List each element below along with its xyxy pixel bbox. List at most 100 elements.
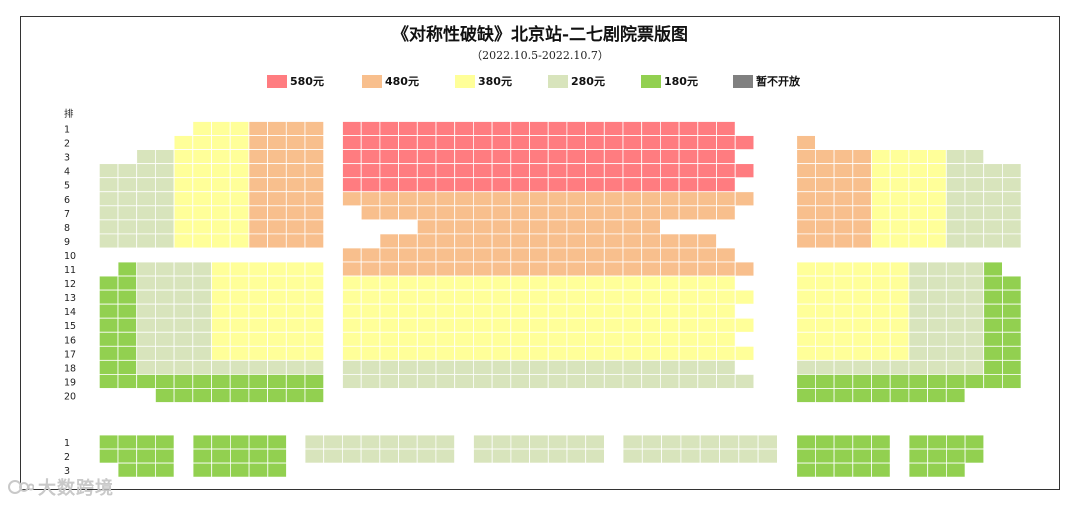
seat	[547, 233, 568, 249]
seat	[379, 163, 399, 179]
seat	[815, 149, 835, 165]
seat	[510, 317, 530, 333]
seat	[889, 163, 910, 179]
seat	[622, 261, 643, 277]
seat	[136, 359, 156, 375]
seat	[98, 345, 119, 361]
balcony-seat	[117, 434, 138, 450]
seat	[641, 205, 661, 221]
seat	[796, 373, 816, 389]
seat	[983, 205, 1003, 221]
seat	[889, 331, 910, 347]
balcony-seat	[641, 434, 662, 450]
seat	[98, 373, 119, 389]
seat	[678, 373, 699, 389]
row-number-label: 6	[64, 195, 70, 206]
seat	[267, 205, 287, 221]
seat	[211, 177, 231, 193]
seat	[1002, 191, 1022, 207]
seat	[154, 359, 175, 375]
seat	[871, 331, 891, 347]
legend-swatch	[267, 74, 287, 88]
seat	[304, 289, 325, 305]
seat	[1002, 289, 1022, 305]
seat	[585, 121, 605, 136]
seat	[871, 219, 891, 235]
seat	[852, 275, 872, 291]
seat	[304, 163, 325, 179]
balcony-seat	[192, 448, 213, 464]
seat	[697, 233, 717, 249]
seat	[889, 359, 910, 375]
seat	[304, 388, 325, 403]
seat	[510, 275, 530, 291]
seat	[117, 219, 138, 235]
balcony-seat	[136, 434, 156, 450]
balcony-seat	[473, 448, 493, 464]
seat	[229, 275, 250, 291]
seat	[136, 149, 156, 165]
seat	[136, 219, 156, 235]
seat	[716, 331, 736, 347]
seat	[566, 177, 587, 193]
seat	[716, 163, 736, 179]
seat	[454, 121, 474, 136]
seat	[529, 275, 549, 291]
seat	[622, 359, 643, 375]
seat	[964, 233, 985, 249]
seat	[472, 121, 493, 136]
balcony-seat	[833, 448, 854, 464]
seat	[360, 191, 381, 207]
seat	[304, 149, 325, 165]
seat	[510, 163, 530, 179]
seat	[529, 331, 549, 347]
seat	[889, 219, 910, 235]
seat	[678, 303, 699, 319]
seat	[697, 163, 717, 179]
seat	[510, 303, 530, 319]
seat	[510, 177, 530, 193]
seat	[435, 247, 456, 263]
seat	[945, 373, 966, 389]
balcony-seat	[341, 434, 362, 450]
seat	[622, 149, 643, 165]
seat	[734, 261, 755, 277]
row-number-label: 16	[64, 335, 76, 346]
seat	[173, 303, 194, 319]
seat	[154, 205, 175, 221]
seat	[379, 331, 399, 347]
seat	[796, 135, 816, 151]
balcony-seat	[473, 434, 493, 450]
seat	[304, 219, 325, 235]
legend-label: 580元	[290, 75, 324, 88]
seat	[192, 261, 212, 277]
seat	[547, 135, 568, 151]
balcony-seat	[964, 434, 985, 450]
seat	[229, 303, 250, 319]
seat	[927, 177, 947, 193]
seat	[697, 275, 717, 291]
seat	[173, 261, 194, 277]
seat	[398, 205, 418, 221]
legend-item: 280元	[548, 73, 605, 89]
seat	[641, 135, 661, 151]
seat	[342, 317, 362, 333]
seat	[117, 303, 138, 319]
balcony-seat	[154, 462, 175, 478]
balcony-seat	[154, 448, 175, 464]
seat	[229, 191, 250, 207]
seat	[173, 359, 194, 375]
seat	[435, 345, 456, 361]
seat	[833, 191, 854, 207]
seat	[908, 275, 929, 291]
seat	[398, 261, 418, 277]
seat	[248, 261, 268, 277]
seat	[603, 331, 624, 347]
seat	[267, 149, 287, 165]
seat	[964, 261, 985, 277]
seat	[98, 331, 119, 347]
seat	[98, 289, 119, 305]
balcony-seat	[585, 448, 605, 464]
seat	[491, 205, 512, 221]
seat	[660, 247, 680, 263]
